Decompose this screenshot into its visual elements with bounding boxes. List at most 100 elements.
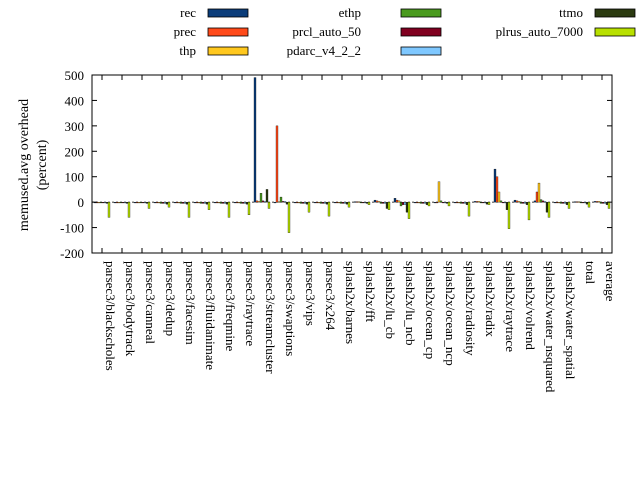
bar-rec	[333, 201, 337, 204]
bar-pdarc_v4_2_2	[463, 201, 467, 204]
bar-prcl_auto_50	[321, 201, 325, 204]
bar-ttmo	[485, 201, 489, 205]
bar-ethp	[319, 201, 323, 204]
bar-pdarc_v4_2_2	[583, 201, 587, 204]
bar-pdarc_v4_2_2	[383, 201, 387, 204]
bar-thp	[417, 201, 421, 204]
bar-plrus_auto_7000	[207, 201, 211, 210]
bar-prec	[315, 201, 319, 204]
bar-ttmo	[505, 201, 509, 210]
bar-thp	[497, 191, 501, 203]
bar-plrus_auto_7000	[307, 201, 311, 213]
legend-label: rec	[180, 5, 196, 20]
bar-rec	[213, 201, 217, 204]
bar-pdarc_v4_2_2	[363, 201, 367, 204]
bar-ethp	[139, 201, 143, 204]
x-category-label: splash2x/raytrace	[503, 261, 518, 352]
legend-swatch	[207, 27, 249, 37]
bar-prec	[395, 199, 399, 203]
x-category-label: splash2x/volrend	[523, 261, 538, 350]
bar-pdarc_v4_2_2	[123, 201, 127, 204]
bar-prcl_auto_50	[281, 201, 285, 203]
bar-prcl_auto_50	[221, 201, 225, 204]
bar-prcl_auto_50	[421, 201, 425, 204]
bar-rec	[273, 201, 277, 204]
bar-prec	[415, 201, 419, 204]
bar-prcl_auto_50	[181, 201, 185, 204]
x-category-label: splash2x/water_nsquared	[543, 261, 558, 393]
plot-border	[91, 74, 613, 254]
bar-pdarc_v4_2_2	[603, 201, 607, 204]
legend-swatch	[207, 8, 249, 18]
bar-prec	[455, 201, 459, 204]
bar-rec	[313, 201, 317, 204]
bar-prcl_auto_50	[541, 200, 545, 203]
bar-plrus_auto_7000	[527, 201, 531, 221]
legend-label: thp	[179, 43, 196, 58]
bar-plrus_auto_7000	[367, 201, 371, 205]
y-axis: 500 400 300 200 100 0 -100 -200	[60, 68, 612, 261]
y-tick-label: -100	[60, 221, 84, 236]
bar-pdarc_v4_2_2	[503, 201, 507, 204]
bar-ttmo	[225, 201, 229, 205]
legend-item-plrus_auto_7000: plrus_auto_7000	[496, 24, 636, 39]
bar-thp	[557, 201, 561, 204]
y-tick-label: 100	[65, 170, 85, 185]
bar-plrus_auto_7000	[487, 201, 491, 205]
bar-prec	[535, 191, 539, 203]
bar-ttmo	[285, 201, 289, 205]
bar-ethp	[439, 200, 443, 203]
bar-plrus_auto_7000	[267, 201, 271, 209]
bar-prcl_auto_50	[561, 201, 565, 204]
bar-pdarc_v4_2_2	[223, 201, 227, 204]
bar-ttmo	[165, 201, 169, 205]
bar-plrus_auto_7000	[227, 201, 231, 218]
bar-prec	[175, 201, 179, 204]
bar-prcl_auto_50	[361, 201, 365, 204]
x-category-label: parsec3/vips	[303, 261, 318, 326]
x-category-label: parsec3/swaptions	[283, 261, 298, 356]
bar-ethp	[479, 201, 483, 204]
bar-ethp	[459, 201, 463, 204]
bar-ethp	[539, 199, 543, 203]
bar-prec	[115, 201, 119, 204]
bar-plrus_auto_7000	[567, 201, 571, 209]
x-category-label: total	[583, 261, 598, 284]
bar-thp	[517, 201, 521, 203]
plot-frame	[91, 74, 613, 254]
bar-pdarc_v4_2_2	[103, 201, 107, 204]
bar-ttmo	[245, 201, 249, 205]
legend-item-prec: prec	[174, 24, 249, 39]
bar-rec	[573, 201, 577, 203]
bar-thp	[157, 201, 161, 204]
bar-rec	[233, 201, 237, 204]
bar-prec	[195, 201, 199, 204]
bar-ttmo	[345, 201, 349, 205]
bar-prcl_auto_50	[201, 201, 205, 204]
x-category-label: parsec3/bodytrack	[123, 261, 138, 357]
bar-plrus_auto_7000	[167, 201, 171, 208]
bar-ethp	[399, 201, 403, 207]
bar-rec	[593, 201, 597, 203]
bar-prec	[475, 201, 479, 203]
x-category-label: parsec3/freqmine	[223, 261, 238, 351]
bar-ethp	[279, 196, 283, 203]
bar-rec	[133, 201, 137, 204]
bar-ethp	[179, 201, 183, 204]
bar-thp	[457, 201, 461, 204]
bar-prcl_auto_50	[161, 201, 165, 204]
legend-swatch	[400, 46, 442, 56]
legend-swatch	[594, 8, 636, 18]
legend-label: ethp	[339, 5, 361, 20]
bar-thp	[337, 201, 341, 204]
bar-ttmo	[145, 201, 149, 204]
bar-ttmo	[385, 201, 389, 209]
bar-ethp	[519, 201, 523, 204]
x-category-label: splash2x/ocean_ncp	[443, 261, 458, 366]
bar-rec	[513, 199, 517, 203]
bar-thp	[377, 201, 381, 203]
bar-pdarc_v4_2_2	[183, 201, 187, 204]
bar-ttmo	[545, 201, 549, 213]
bar-thp	[217, 201, 221, 204]
